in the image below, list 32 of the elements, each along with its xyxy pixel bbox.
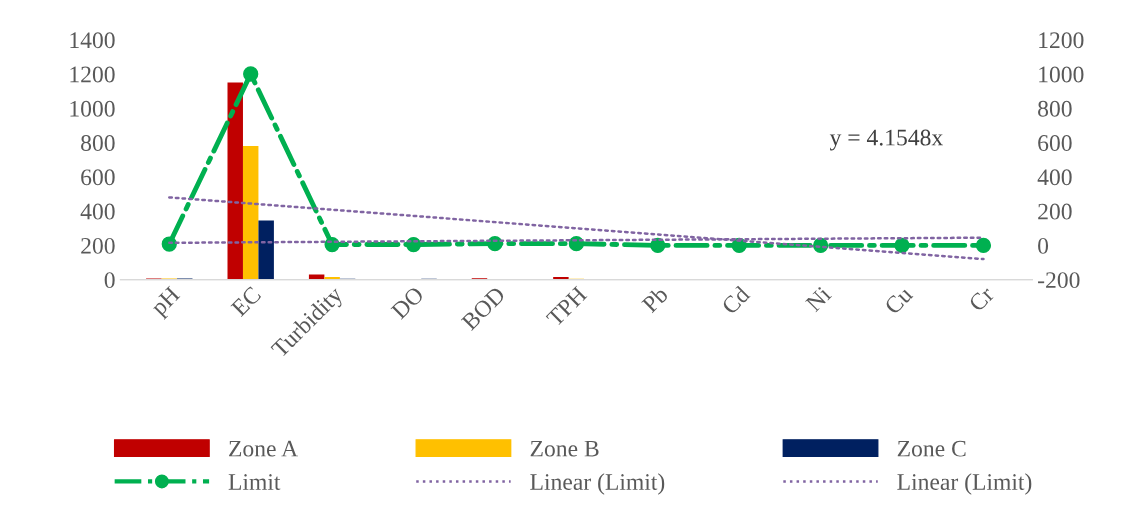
y2-tick-label: 1200 xyxy=(1039,32,1084,49)
annotation: y = 4.1548x xyxy=(829,129,943,151)
y-tick-label: 1400 xyxy=(70,32,115,49)
x-tick-label: Ni xyxy=(804,285,832,313)
y-tick-label: 1000 xyxy=(70,100,115,117)
y-tick-label: 400 xyxy=(80,203,115,220)
y-tick-label: 800 xyxy=(81,135,115,151)
x-tick-label: EC xyxy=(230,285,262,318)
y2-tick-label: 1000 xyxy=(1039,66,1084,83)
x-tick-label: DO xyxy=(390,285,425,320)
x-tick-label: Cr xyxy=(967,285,996,313)
x-tick-label: Cu xyxy=(883,285,914,316)
y2-tick-label: 800 xyxy=(1038,100,1072,117)
x-tick-label: Pb xyxy=(640,285,669,314)
y2-tick-label: 400 xyxy=(1037,169,1072,186)
y2-tick-label: 600 xyxy=(1038,135,1072,151)
y-tick-label: 200 xyxy=(81,237,115,254)
y2-tick-label: 200 xyxy=(1038,203,1072,220)
y-tick-label: 1200 xyxy=(70,66,115,83)
x-tick-label: Cd xyxy=(720,284,751,316)
y2-tick-label: 0 xyxy=(1038,237,1049,254)
legend-label: Limit xyxy=(228,474,281,490)
legend-label: Zone A xyxy=(229,440,298,457)
y-tick-label: 0 xyxy=(104,272,115,289)
legend-label: Linear (Limit) xyxy=(530,473,665,495)
y2-tick-label: -200 xyxy=(1038,272,1080,289)
legend-label: Linear (Limit) xyxy=(897,473,1032,495)
x-tick-label: TPH xyxy=(545,285,588,328)
y-tick-label: 600 xyxy=(81,169,115,186)
legend-label: Zone B xyxy=(530,440,599,457)
x-tick-label: pH xyxy=(149,285,184,320)
legend-label: Zone C xyxy=(897,440,966,457)
